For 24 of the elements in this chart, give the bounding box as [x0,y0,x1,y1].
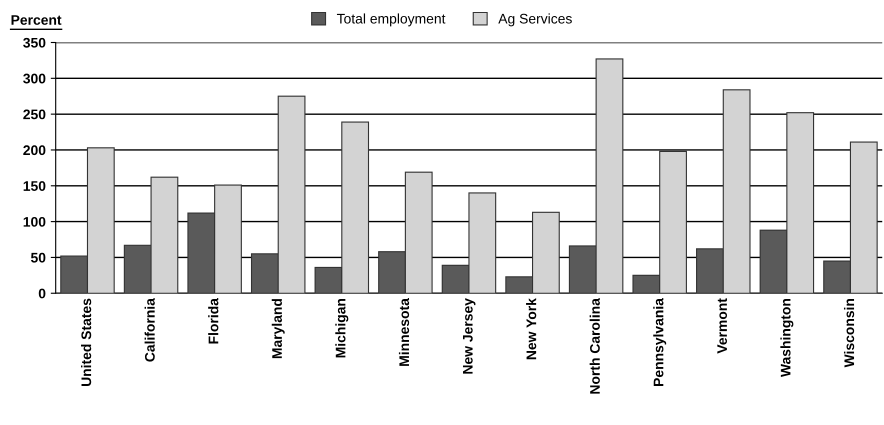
legend-label: Total employment [336,13,446,26]
x-tick-label: New Jersey [463,298,476,374]
x-tick-label: Minnesota [398,298,410,366]
x-tick-label: Pennsylvania [653,298,666,386]
y-tick-label: 150 [24,181,46,191]
y-tick-label: 100 [24,216,46,227]
x-tick-label: Wisconsin [844,298,854,368]
y-tick-label: 250 [23,109,46,120]
y-tick-label: 350 [23,38,46,48]
y-tick-label: 200 [23,145,46,156]
x-tick-label: California [144,298,155,362]
y-tick-label: 300 [23,74,46,84]
x-tick-label: New York [526,298,536,360]
x-tick-label: Maryland [272,299,285,358]
legend-label: Ag Services [498,13,572,26]
x-tick-label: North Carolina [590,298,600,394]
y-tick-label: 50 [30,252,46,263]
y-axis-title: Percent [12,15,62,25]
y-tick-label: 0 [38,288,46,298]
x-tick-label: United States [81,298,92,386]
x-tick-label: Michigan [335,298,348,358]
x-tick-label: Vermont [717,298,728,354]
x-tick-label: Florida [208,298,218,344]
x-tick-label: Washington [780,298,794,378]
